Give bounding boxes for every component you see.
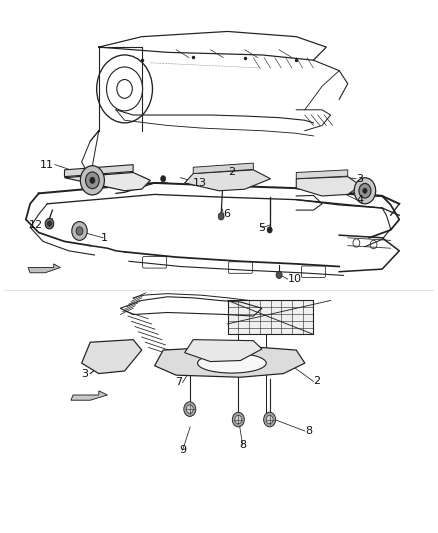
Text: 11: 11 [40, 160, 54, 169]
Text: 4: 4 [357, 195, 364, 205]
Text: 8: 8 [305, 426, 312, 436]
FancyBboxPatch shape [228, 301, 314, 334]
Circle shape [276, 271, 282, 279]
Polygon shape [71, 391, 107, 400]
Text: 5: 5 [258, 223, 265, 233]
Circle shape [187, 405, 193, 413]
Circle shape [359, 183, 371, 198]
Text: 2: 2 [314, 376, 321, 386]
Circle shape [267, 227, 272, 233]
Circle shape [45, 219, 54, 229]
Text: 2: 2 [228, 167, 236, 177]
Polygon shape [64, 173, 150, 191]
Polygon shape [64, 165, 133, 176]
Ellipse shape [198, 353, 266, 373]
Circle shape [47, 221, 52, 227]
Text: 12: 12 [29, 220, 43, 230]
Polygon shape [296, 170, 348, 179]
Text: 8: 8 [239, 440, 246, 450]
Text: 7: 7 [175, 377, 183, 387]
Circle shape [264, 412, 276, 427]
Circle shape [235, 415, 242, 424]
Text: 9: 9 [179, 446, 186, 455]
Circle shape [80, 166, 104, 195]
Circle shape [184, 402, 196, 416]
Circle shape [85, 172, 99, 189]
Text: 3: 3 [81, 369, 88, 378]
Circle shape [90, 177, 95, 183]
Circle shape [266, 415, 273, 424]
Circle shape [76, 227, 83, 235]
Circle shape [72, 222, 87, 240]
Polygon shape [155, 346, 305, 377]
Text: 13: 13 [193, 178, 207, 188]
Text: 1: 1 [101, 233, 108, 243]
Text: 3: 3 [357, 174, 364, 184]
Circle shape [363, 188, 367, 193]
Polygon shape [185, 170, 271, 191]
Polygon shape [185, 340, 262, 361]
Circle shape [161, 175, 166, 182]
Polygon shape [28, 264, 60, 273]
Circle shape [218, 213, 224, 220]
Text: 6: 6 [223, 209, 230, 219]
Circle shape [232, 412, 244, 427]
Polygon shape [193, 163, 253, 174]
Polygon shape [81, 340, 142, 374]
Circle shape [354, 177, 376, 204]
Polygon shape [296, 176, 360, 196]
Text: 10: 10 [288, 274, 302, 284]
